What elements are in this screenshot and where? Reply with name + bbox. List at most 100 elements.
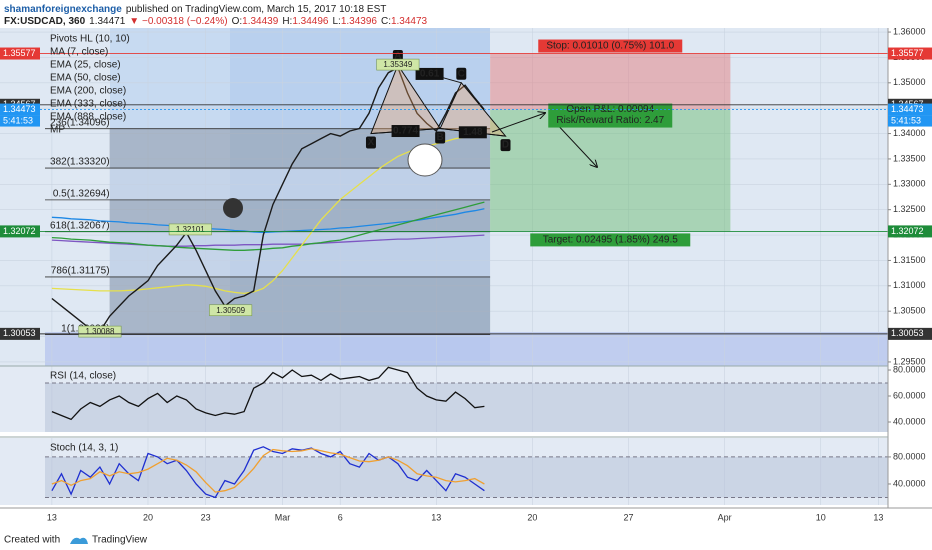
y-tick-label: 40.0000: [893, 416, 926, 426]
y-tick-label: 1.33000: [893, 179, 926, 189]
target-label: Target: 0.02495 (1.85%) 249.5: [543, 235, 679, 246]
price-tag: [888, 103, 932, 116]
ohlc-key: H:: [282, 16, 292, 27]
x-tick-label: 23: [201, 512, 211, 522]
x-tick-label: Apr: [718, 512, 732, 522]
footer-brand: TradingView: [92, 535, 148, 546]
pivot-label: 1.32101: [176, 225, 205, 234]
price-tag-label: 1.30053: [3, 328, 36, 338]
pattern-point-label: X: [368, 137, 375, 148]
series-line: [51, 201, 485, 251]
legend-entry: Pivots HL (10, 10): [50, 34, 130, 45]
legend-entry: EMA (333, close): [50, 99, 126, 110]
ratio-label: 1.48: [463, 127, 483, 138]
pivot-label: 1.35349: [383, 60, 412, 69]
x-tick-label: 20: [143, 512, 153, 522]
x-tick-label: 13: [431, 512, 441, 522]
price-tag-label: 1.32072: [3, 226, 36, 236]
legend-entry: MA (7, close): [50, 47, 108, 58]
stoch-pane: [0, 438, 888, 505]
ohlc-value: 1.34396: [341, 16, 378, 27]
pnl-label: Open P&L: 0.00094: [566, 104, 654, 115]
price-tag-label: 1.34473: [3, 104, 36, 114]
ratio-label: 0.774: [393, 126, 418, 137]
pivot-box: [78, 325, 122, 338]
countdown-tag: [0, 115, 40, 127]
band: [45, 456, 888, 498]
price-tag-label: 1.34473: [891, 104, 924, 114]
fib-label: 618(1.32067): [50, 220, 110, 231]
pane-title: RSI (14, close): [50, 371, 116, 382]
price-tag-label: 1.35577: [3, 48, 36, 58]
price-tag: [0, 103, 40, 116]
y-tick-label: 1.31500: [893, 255, 926, 265]
x-tick-label: 6: [338, 512, 343, 522]
pattern-point-label: A: [394, 51, 401, 62]
x-tick-label: Mar: [275, 512, 291, 522]
brand-logo: [70, 537, 88, 544]
x-tick-label: 27: [624, 512, 634, 522]
pattern-point-label: D: [502, 140, 509, 151]
legend-entry: EMA (50, close): [50, 73, 121, 84]
ratio-box: [391, 125, 420, 138]
y-tick-label: 1.36000: [893, 26, 926, 36]
ohlc-value: 1.34473: [391, 16, 428, 27]
y-tick-label: 1.33500: [893, 153, 926, 163]
y-tick-label: 1.34000: [893, 128, 926, 138]
shade: [45, 332, 888, 366]
header-line-2: FX:USDCAD, 360 1.34471 ▼ −0.00318 (−0.24%)…: [4, 16, 428, 27]
pattern-point: [500, 139, 511, 152]
ohlc-key: C:: [381, 16, 391, 27]
y-tick-label: 40.0000: [893, 478, 926, 488]
price-tag: [888, 327, 932, 340]
stop-label-box: [538, 39, 683, 53]
fib-label: 0.5(1.32694): [53, 188, 110, 199]
ohlc-value: 1.34439: [242, 16, 279, 27]
series-line: [51, 446, 485, 499]
fib-band: [109, 231, 491, 277]
pane-title: Stoch (14, 3, 1): [50, 443, 118, 454]
ohlc-key: L:: [332, 16, 340, 27]
price-tag: [0, 327, 40, 340]
publisher: shamanforeignexchange: [4, 4, 122, 15]
pnl-box: [548, 103, 673, 128]
legend-entry: EMA (200, close): [50, 86, 126, 97]
countdown-tag: [888, 115, 932, 127]
ohlc-key: O:: [232, 16, 243, 27]
arrow: [552, 119, 597, 167]
x-tick-label: 20: [527, 512, 537, 522]
fib-band: [109, 276, 491, 335]
x-tick-label: 10: [816, 512, 826, 522]
legend-entry: EMA (25, close): [50, 60, 121, 71]
price-tag-label: 1.30053: [891, 328, 924, 338]
price-tag-label: 1.35577: [891, 48, 924, 58]
ratio-box: [458, 126, 487, 139]
countdown-label: 5:41:53: [891, 115, 921, 125]
symbol: FX:USDCAD, 360: [4, 16, 86, 27]
fib-label: 786(1.31175): [51, 266, 110, 277]
series-line: [51, 448, 485, 493]
ohlc-value: 1.34496: [292, 16, 329, 27]
y-tick-label: 1.31000: [893, 280, 926, 290]
last-price: 1.34471: [89, 16, 126, 27]
price-pane: 236(1.34096) 382(1.33320) 0.5(1.32694) 618(…: [0, 28, 888, 366]
pattern-point: [435, 131, 446, 144]
y-tick-label: 1.29500: [893, 356, 926, 366]
pivot-label: 1.30088: [85, 327, 114, 336]
pattern-point-label: B: [437, 132, 444, 143]
fib-label: 382(1.33320): [50, 157, 110, 168]
series-line: [51, 66, 485, 333]
pattern-point: [456, 67, 467, 80]
pattern-point-label: C: [458, 68, 465, 79]
y-tick-label: 1.30500: [893, 306, 926, 316]
target-zone: [490, 109, 731, 232]
arrow: [491, 113, 545, 133]
rr-label: Risk/Reward Ratio: 2.47: [556, 115, 664, 126]
ratio-box: [415, 67, 444, 80]
stop-label: Stop: 0.01010 (0.75%) 101.0: [546, 41, 674, 52]
price-tag-label: 1.32072: [891, 226, 924, 236]
price-tag: [888, 47, 932, 60]
x-tick-label: 13: [47, 512, 57, 522]
change: ▼ −0.00318 (−0.24%): [129, 16, 227, 27]
